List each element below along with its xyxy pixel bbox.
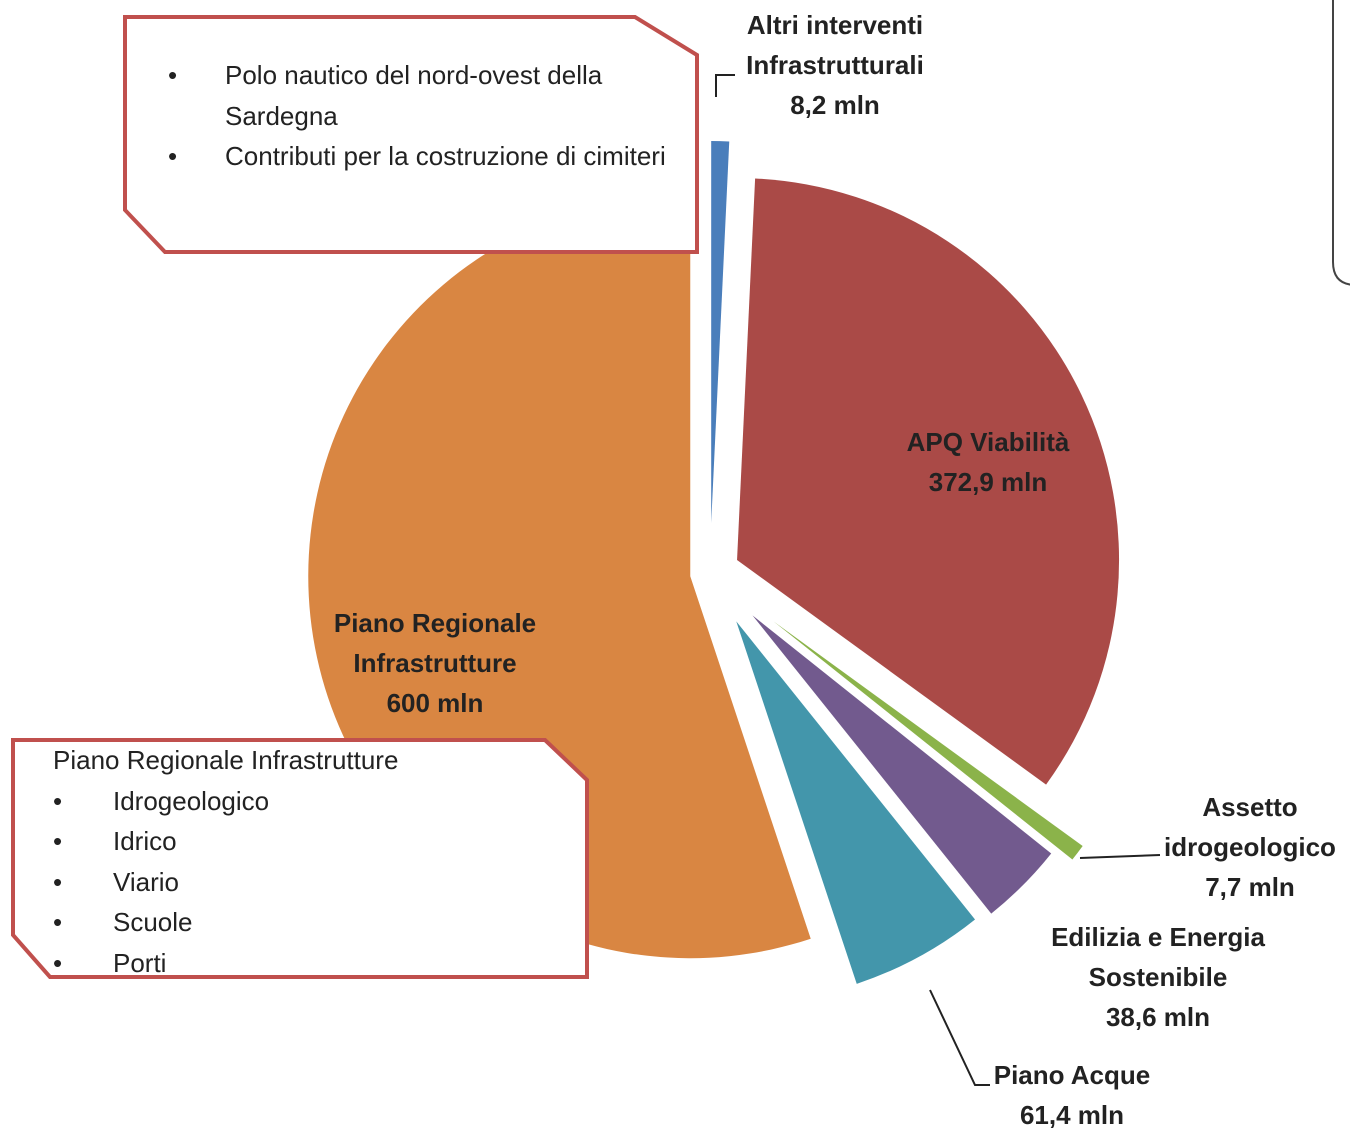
side-panel [1332, 0, 1350, 286]
slice-value: 372,9 mln [928, 467, 1048, 497]
note-item: Idrico [53, 821, 573, 862]
note-item: Contributi per la costruzione di cimiter… [168, 136, 670, 177]
slice-value: 7,7 mln [1205, 872, 1295, 902]
leader-line [929, 989, 990, 1086]
pie-slice [773, 621, 1083, 860]
slice-name: Piano Acque [993, 1060, 1151, 1090]
slice-name: APQ Viabilità [906, 427, 1070, 457]
slice-label: Assetto idrogeologico 7,7 mln [1150, 787, 1350, 907]
note-item: Polo nautico del nord-ovest della Sardeg… [168, 55, 670, 136]
slice-value: 8,2 mln [790, 90, 880, 120]
slice-name: Edilizia e Energia Sostenibile [1051, 922, 1265, 992]
pie-slice [736, 621, 976, 984]
slice-label: Altri interventi Infrastrutturali 8,2 mln [725, 5, 945, 125]
slice-label: Edilizia e Energia Sostenibile 38,6 mln [1033, 917, 1283, 1037]
slice-name: Altri interventi Infrastrutturali [746, 10, 924, 80]
slice-name: Piano Regionale Infrastrutture [333, 608, 537, 678]
note-item: Idrogeologico [53, 781, 573, 822]
pie-slice [752, 615, 1052, 914]
pie-slice [737, 178, 1120, 785]
note-item: Viario [53, 862, 573, 903]
note-item: Porti [53, 943, 573, 984]
note: Piano Regionale Infrastrutture Idrogeolog… [53, 740, 573, 983]
note-item: Scuole [53, 902, 573, 943]
slice-name: Assetto idrogeologico [1164, 792, 1336, 862]
slice-label: APQ Viabilità 372,9 mln [888, 422, 1088, 502]
leader-line [715, 74, 735, 97]
note: Polo nautico del nord-ovest della Sardeg… [168, 55, 670, 177]
slice-value: 61,4 mln [1019, 1100, 1125, 1130]
slice-value: 38,6 mln [1105, 1002, 1211, 1032]
pie-slice [711, 141, 730, 524]
slice-value: 600 mln [386, 688, 484, 718]
note-title: Piano Regionale Infrastrutture [53, 745, 399, 775]
leader-line [1079, 854, 1161, 859]
slice-label: Piano Acque 61,4 mln [972, 1055, 1172, 1133]
slice-label: Piano Regionale Infrastrutture 600 mln [315, 603, 555, 723]
